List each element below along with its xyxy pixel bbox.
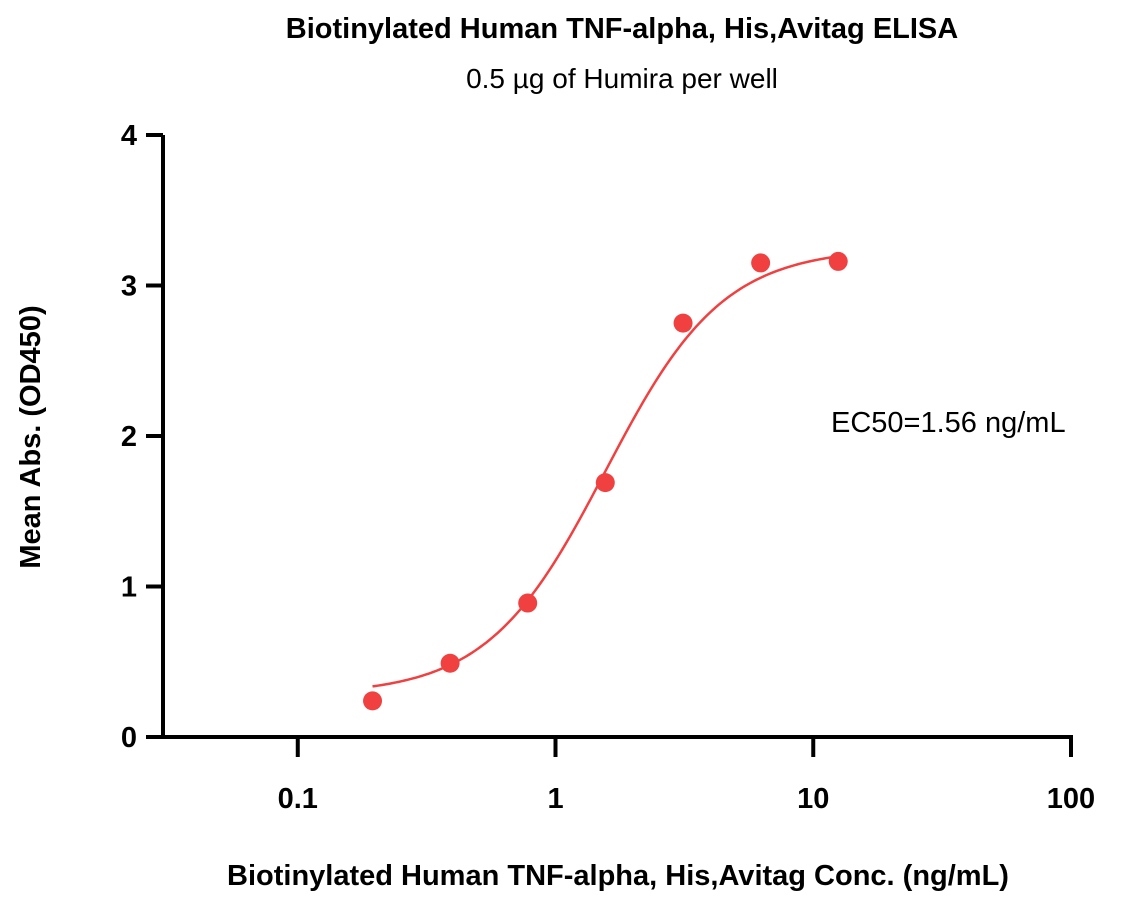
data-point-0 <box>363 691 383 711</box>
x-tick-label-1: 1 <box>547 783 563 815</box>
data-point-6 <box>828 251 848 271</box>
x-tick-label-0: 0.1 <box>278 783 318 815</box>
y-tick-label-4: 4 <box>121 120 137 152</box>
chart-title: Biotinylated Human TNF-alpha, His,Avitag… <box>286 13 958 45</box>
x-tick-label-2: 10 <box>797 783 829 815</box>
tick-marks: 0 1 2 3 4 0.1 1 10 100 <box>121 120 1095 815</box>
fit-curve <box>372 255 839 688</box>
chart-subtitle: 0.5 µg of Humira per well <box>466 63 778 94</box>
fit-curve-group <box>372 255 839 688</box>
y-tick-label-1: 1 <box>121 572 137 604</box>
x-tick-label-3: 100 <box>1047 783 1095 815</box>
y-tick-label-0: 0 <box>121 722 137 754</box>
y-axis-label: Mean Abs. (OD450) <box>15 305 47 568</box>
data-point-4 <box>673 313 693 333</box>
y-tick-label-3: 3 <box>121 271 137 303</box>
data-point-2 <box>518 593 538 613</box>
y-tick-label-2: 2 <box>121 421 137 453</box>
data-point-3 <box>595 473 615 493</box>
data-point-1 <box>440 653 460 673</box>
ec50-annotation: EC50=1.56 ng/mL <box>831 407 1066 439</box>
data-point-5 <box>751 253 771 273</box>
x-axis-label: Biotinylated Human TNF-alpha, His,Avitag… <box>227 860 1009 892</box>
data-points <box>363 251 848 711</box>
